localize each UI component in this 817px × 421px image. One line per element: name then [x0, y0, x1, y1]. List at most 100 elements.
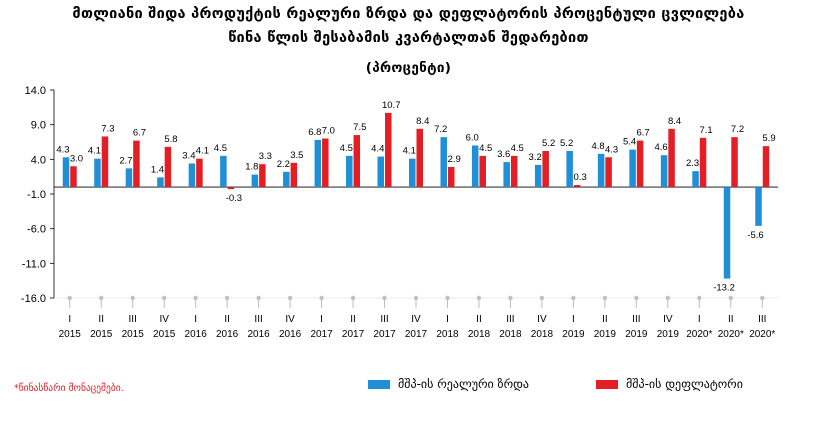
- x-tick-label-quarter: IV: [663, 314, 673, 325]
- bar-deflator: [70, 166, 77, 188]
- data-label-deflator: 4.1: [196, 146, 209, 157]
- chart-title: მთლიანი შიდა პროდუქტის რეალური ზრდა და დ…: [72, 6, 745, 22]
- data-label-growth: 4.1: [88, 146, 101, 157]
- bar-growth: [188, 163, 196, 188]
- bar-growth: [283, 171, 290, 188]
- y-tick-label: -1.0: [27, 189, 46, 201]
- x-tick-label-year: 2017: [373, 329, 396, 340]
- x-tick-label-year: 2018: [436, 329, 459, 340]
- x-tick-label-year: 2020*: [718, 329, 744, 340]
- data-label-growth: -13.2: [713, 283, 735, 294]
- chart-title-line-2: წინა წლის შესაბამის კვარტალთან შედარებით: [228, 30, 589, 46]
- bar-deflator: [668, 128, 675, 188]
- data-label-growth: 1.8: [245, 162, 258, 173]
- data-label-growth: 6.0: [466, 132, 479, 143]
- bar-growth: [409, 158, 416, 188]
- x-tick-label-year: 2016: [247, 329, 270, 340]
- data-label-growth: 2.2: [277, 159, 290, 170]
- x-tick-label-year: 2018: [531, 329, 554, 340]
- bar-growth: [62, 157, 70, 188]
- data-label-deflator: 7.5: [353, 122, 366, 133]
- bar-deflator: [164, 146, 172, 188]
- bar-deflator: [636, 140, 644, 188]
- footnote: *წინასწარი მონაცემები.: [14, 383, 124, 394]
- y-tick-label: 14.0: [25, 85, 46, 97]
- x-tick-label-year: 2017: [342, 329, 365, 340]
- data-label-growth: 1.4: [151, 164, 164, 175]
- data-label-deflator: 7.2: [731, 124, 744, 135]
- x-tick-label-year: 2020*: [749, 329, 775, 340]
- bar-deflator: [762, 146, 770, 188]
- legend-item-growth: მშპ-ის რეალური ზრდა: [368, 377, 529, 391]
- bar-growth: [251, 174, 259, 188]
- x-tick-label-year: 2019: [657, 329, 680, 340]
- x-tick-label-quarter: III: [129, 314, 137, 325]
- x-tick-label-year: 2017: [310, 329, 333, 340]
- x-tick-label-year: 2019: [562, 329, 585, 340]
- bar-growth: [377, 156, 385, 188]
- bar-growth: [566, 151, 573, 188]
- data-label-growth: 4.1: [403, 146, 416, 157]
- x-tick-label-quarter: I: [320, 314, 323, 325]
- x-tick-label-year: 2016: [216, 329, 239, 340]
- x-tick-label-quarter: IV: [285, 314, 295, 325]
- bar-deflator: [447, 166, 455, 188]
- legend-swatch-deflator: [596, 379, 618, 389]
- legend-label-deflator: მშპ-ის დეფლატორი: [626, 377, 743, 391]
- x-tick-label-quarter: III: [380, 314, 388, 325]
- bar-deflator: [259, 164, 266, 188]
- bar-growth: [314, 139, 322, 188]
- x-tick-label-quarter: III: [254, 314, 262, 325]
- legend-swatch-growth: [368, 379, 390, 389]
- y-tick-label: 4.0: [31, 154, 46, 166]
- bar-deflator: [101, 136, 109, 188]
- data-label-growth: -5.6: [747, 230, 763, 241]
- bar-growth: [629, 149, 636, 188]
- bar-growth: [534, 164, 542, 188]
- x-tick-label-year: 2019: [625, 329, 648, 340]
- x-tick-label-year: 2016: [185, 329, 208, 340]
- data-label-deflator: 6.7: [133, 128, 146, 139]
- data-label-deflator: 4.5: [479, 143, 492, 154]
- x-tick-label-quarter: I: [446, 314, 449, 325]
- bar-growth: [94, 158, 101, 188]
- x-tick-label-year: 2017: [405, 329, 428, 340]
- x-tick-label-quarter: I: [572, 314, 575, 325]
- bar-deflator: [479, 155, 486, 188]
- legend-label-growth: მშპ-ის რეალური ზრდა: [398, 377, 530, 391]
- data-label-deflator: 3.3: [259, 151, 272, 162]
- data-label-growth: 5.2: [560, 138, 573, 149]
- data-label-deflator: 7.3: [101, 123, 114, 134]
- bar-deflator: [510, 155, 518, 188]
- x-tick-label-year: 2015: [90, 329, 113, 340]
- bar-deflator: [196, 158, 203, 188]
- x-tick-label-quarter: III: [758, 314, 766, 325]
- data-label-growth: 3.2: [529, 152, 542, 163]
- data-label-deflator: 4.5: [511, 143, 524, 154]
- x-tick-label-year: 2019: [594, 329, 617, 340]
- bar-growth: [597, 153, 605, 188]
- data-label-deflator: 8.4: [668, 116, 681, 127]
- data-label-growth: 3.4: [182, 150, 195, 161]
- bar-deflator: [133, 140, 140, 188]
- data-label-growth: 3.6: [497, 149, 510, 160]
- bar-deflator: [573, 184, 581, 188]
- bar-deflator: [605, 157, 612, 188]
- data-label-growth: 4.5: [214, 143, 227, 154]
- bar-growth: [440, 137, 447, 188]
- data-label-growth: 4.8: [592, 141, 605, 152]
- y-tick-label: 9.0: [31, 120, 46, 132]
- bar-growth: [692, 171, 699, 188]
- bar-growth: [125, 168, 133, 188]
- bar-growth: [157, 177, 164, 188]
- bar-growth: [346, 155, 353, 188]
- x-tick-label-quarter: II: [728, 314, 734, 325]
- x-tick-label-quarter: IV: [537, 314, 547, 325]
- x-tick-label-year: 2015: [153, 329, 176, 340]
- data-label-growth: 2.7: [119, 155, 132, 166]
- bar-deflator: [353, 135, 361, 188]
- data-label-growth: 4.4: [371, 144, 384, 155]
- data-label-deflator: 3.0: [70, 153, 83, 164]
- data-label-growth: 4.5: [340, 143, 353, 154]
- x-tick-label-quarter: II: [98, 314, 104, 325]
